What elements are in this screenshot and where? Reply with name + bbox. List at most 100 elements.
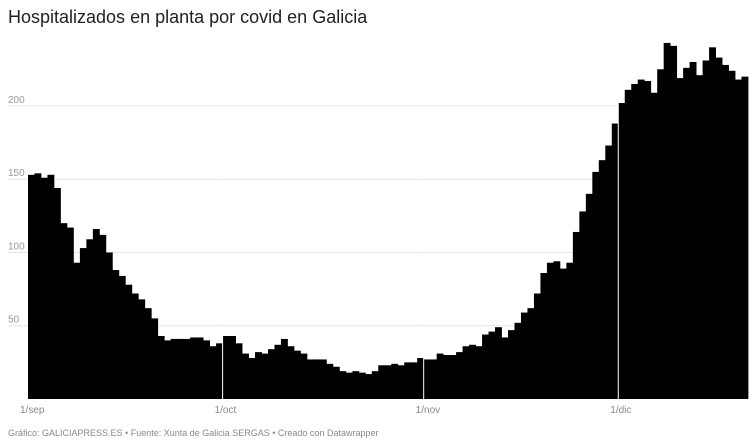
bar (618, 103, 626, 399)
bar (216, 343, 223, 399)
bar (566, 262, 574, 399)
bar (391, 363, 399, 399)
bar (663, 42, 671, 400)
bar (40, 177, 48, 399)
bar (196, 337, 204, 399)
bar (190, 337, 198, 399)
bar (676, 78, 684, 399)
bar (248, 357, 256, 399)
bar (469, 344, 476, 399)
bar (242, 353, 249, 399)
bar (443, 355, 451, 399)
bar (293, 350, 301, 399)
bar (611, 123, 619, 399)
bar (482, 334, 489, 399)
bar (728, 70, 736, 400)
chart-footer: Gráfico: GALICIAPRESS.ES • Fuente: Xunta… (8, 428, 379, 438)
bar (553, 261, 561, 399)
bar (177, 338, 185, 399)
bar (170, 338, 178, 399)
bar (164, 340, 172, 399)
bar (520, 312, 528, 399)
x-tick-label: 1/sep (20, 405, 45, 416)
bar (559, 268, 567, 399)
bar (183, 338, 191, 399)
bar (624, 89, 632, 400)
bar (73, 262, 81, 399)
bar (79, 248, 87, 399)
bar (456, 352, 463, 399)
x-tick-label: 1/dic (610, 405, 631, 416)
bar (255, 352, 262, 399)
bar (384, 365, 392, 399)
bar (404, 362, 412, 399)
bar (345, 372, 353, 399)
bar (488, 331, 496, 399)
bar (319, 359, 327, 399)
bar (495, 327, 502, 399)
bar (105, 252, 113, 399)
bar (670, 45, 678, 399)
bar (644, 81, 652, 400)
bar (689, 61, 697, 400)
bar (274, 344, 282, 399)
y-tick-label: 150 (8, 168, 25, 179)
bar (131, 293, 139, 399)
bar (268, 349, 275, 399)
bar (397, 365, 405, 399)
bar (572, 231, 580, 399)
bar (313, 359, 321, 399)
bar (702, 60, 710, 400)
bar (261, 353, 269, 399)
bar (657, 69, 665, 399)
bar (637, 79, 645, 399)
y-tick-label: 200 (8, 95, 25, 106)
x-tick-label: 1/oct (215, 405, 237, 416)
bar (138, 299, 146, 399)
bar (144, 308, 152, 399)
bar (430, 359, 438, 399)
y-tick-label: 100 (8, 241, 25, 252)
bar (631, 83, 639, 400)
bar (203, 340, 211, 399)
bar (715, 57, 723, 399)
bar (527, 308, 535, 399)
bar (352, 371, 360, 399)
bar (378, 365, 386, 399)
bar (235, 343, 243, 399)
bar (417, 357, 425, 399)
bar (125, 284, 133, 399)
bar (287, 346, 295, 399)
bar (229, 335, 236, 399)
bars (28, 42, 749, 400)
bar (112, 270, 120, 399)
bar (598, 160, 606, 399)
bar (28, 174, 35, 399)
chart-title: Hospitalizados en planta por covid en Ga… (8, 7, 368, 27)
bar (151, 318, 159, 399)
bar (332, 366, 340, 399)
bar (735, 79, 742, 399)
bar (592, 171, 600, 399)
bar (683, 67, 691, 399)
x-axis-ticks: 1/sep 1/oct 1/nov 1/dic (20, 405, 631, 416)
bar (358, 372, 366, 399)
bar (579, 211, 587, 399)
bar (585, 193, 593, 399)
month-separators (222, 35, 619, 399)
bar (462, 346, 470, 399)
bar (86, 239, 94, 399)
bar (709, 47, 716, 399)
bar (371, 371, 379, 399)
bar (540, 272, 548, 399)
bar (436, 353, 444, 399)
bar (66, 227, 74, 399)
bar (118, 275, 126, 399)
bar (209, 346, 217, 399)
bar (326, 363, 334, 399)
bar (99, 234, 107, 399)
bar (475, 346, 483, 399)
bar (722, 64, 729, 399)
bar (514, 322, 522, 399)
bar (423, 359, 431, 399)
